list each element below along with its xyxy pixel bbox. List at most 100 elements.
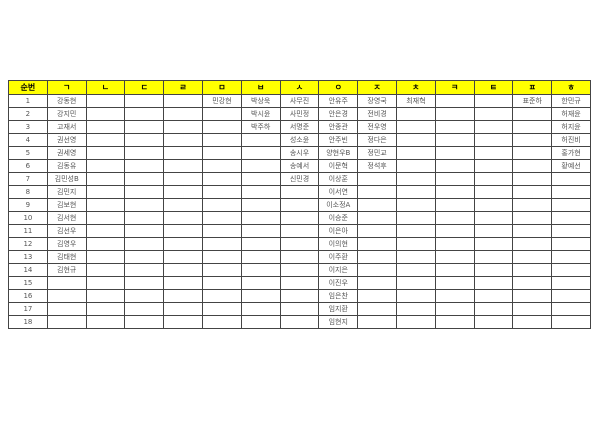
name-cell[interactable] <box>551 276 591 290</box>
name-cell[interactable] <box>473 159 514 173</box>
name-cell[interactable] <box>124 289 165 303</box>
name-cell[interactable] <box>163 224 203 238</box>
name-cell[interactable] <box>357 315 397 329</box>
name-cell[interactable] <box>201 224 242 238</box>
name-cell[interactable] <box>240 211 281 225</box>
name-cell[interactable] <box>512 263 553 277</box>
name-cell[interactable] <box>434 198 475 212</box>
name-cell[interactable] <box>357 237 397 251</box>
row-number-cell[interactable]: 7 <box>8 172 48 186</box>
name-cell[interactable] <box>85 263 126 277</box>
name-cell[interactable] <box>357 276 397 290</box>
name-cell[interactable] <box>512 172 553 186</box>
name-cell[interactable] <box>473 198 514 212</box>
name-cell[interactable]: 홍가현 <box>551 146 591 160</box>
name-cell[interactable] <box>473 120 514 134</box>
name-cell[interactable] <box>201 237 242 251</box>
name-cell[interactable] <box>279 276 320 290</box>
name-cell[interactable] <box>551 198 591 212</box>
name-cell[interactable]: 전우영 <box>357 120 397 134</box>
name-cell[interactable] <box>512 133 553 147</box>
row-number-cell[interactable]: 10 <box>8 211 48 225</box>
name-cell[interactable] <box>473 224 514 238</box>
name-cell[interactable]: 정민교 <box>357 146 397 160</box>
name-cell[interactable]: 장영국 <box>357 94 397 108</box>
name-cell[interactable] <box>163 120 203 134</box>
name-cell[interactable] <box>473 211 514 225</box>
name-cell[interactable] <box>201 198 242 212</box>
name-cell[interactable] <box>201 185 242 199</box>
name-cell[interactable]: 황예선 <box>551 159 591 173</box>
name-cell[interactable] <box>551 250 591 264</box>
name-cell[interactable] <box>395 263 436 277</box>
name-cell[interactable] <box>395 107 436 121</box>
name-cell[interactable] <box>395 211 436 225</box>
name-cell[interactable] <box>163 146 203 160</box>
name-cell[interactable] <box>124 224 165 238</box>
name-cell[interactable] <box>201 159 242 173</box>
name-cell[interactable] <box>434 289 475 303</box>
name-cell[interactable] <box>201 120 242 134</box>
name-cell[interactable] <box>201 211 242 225</box>
row-number-cell[interactable]: 18 <box>8 315 48 329</box>
name-cell[interactable] <box>85 237 126 251</box>
name-cell[interactable] <box>124 276 165 290</box>
name-cell[interactable] <box>434 146 475 160</box>
name-cell[interactable]: 김민지 <box>46 185 87 199</box>
name-cell[interactable]: 김민성B <box>46 172 87 186</box>
name-cell[interactable] <box>357 172 397 186</box>
row-number-cell[interactable]: 1 <box>8 94 48 108</box>
name-cell[interactable] <box>163 133 203 147</box>
name-cell[interactable]: 표준하 <box>512 94 553 108</box>
name-cell[interactable] <box>395 250 436 264</box>
name-cell[interactable] <box>512 185 553 199</box>
name-cell[interactable]: 안은경 <box>318 107 359 121</box>
name-cell[interactable] <box>551 172 591 186</box>
name-cell[interactable] <box>163 185 203 199</box>
name-cell[interactable] <box>85 211 126 225</box>
name-cell[interactable]: 박주하 <box>240 120 281 134</box>
name-cell[interactable] <box>240 133 281 147</box>
name-cell[interactable] <box>279 250 320 264</box>
name-cell[interactable] <box>163 237 203 251</box>
name-cell[interactable] <box>85 276 126 290</box>
name-cell[interactable] <box>279 198 320 212</box>
name-cell[interactable] <box>434 107 475 121</box>
name-cell[interactable] <box>240 237 281 251</box>
name-cell[interactable] <box>279 302 320 316</box>
name-cell[interactable] <box>240 198 281 212</box>
name-cell[interactable] <box>240 263 281 277</box>
name-cell[interactable]: 임지환 <box>318 302 359 316</box>
name-cell[interactable] <box>85 315 126 329</box>
name-cell[interactable] <box>395 224 436 238</box>
name-cell[interactable] <box>512 289 553 303</box>
name-cell[interactable] <box>551 224 591 238</box>
name-cell[interactable] <box>85 172 126 186</box>
name-cell[interactable] <box>395 133 436 147</box>
name-cell[interactable] <box>357 185 397 199</box>
name-cell[interactable] <box>124 198 165 212</box>
name-cell[interactable] <box>551 289 591 303</box>
name-cell[interactable] <box>201 315 242 329</box>
name-cell[interactable] <box>201 250 242 264</box>
name-cell[interactable] <box>473 263 514 277</box>
name-cell[interactable]: 최재혁 <box>395 94 436 108</box>
name-cell[interactable]: 김태현 <box>46 250 87 264</box>
name-cell[interactable] <box>512 198 553 212</box>
name-cell[interactable] <box>201 263 242 277</box>
name-cell[interactable] <box>124 146 165 160</box>
name-cell[interactable] <box>279 185 320 199</box>
name-cell[interactable] <box>395 289 436 303</box>
name-cell[interactable] <box>357 211 397 225</box>
name-cell[interactable] <box>201 276 242 290</box>
name-cell[interactable] <box>240 159 281 173</box>
name-cell[interactable]: 고재서 <box>46 120 87 134</box>
name-cell[interactable]: 안종관 <box>318 120 359 134</box>
name-cell[interactable] <box>551 211 591 225</box>
name-cell[interactable] <box>124 133 165 147</box>
name-cell[interactable]: 김서현 <box>46 211 87 225</box>
name-cell[interactable] <box>473 185 514 199</box>
name-cell[interactable]: 정다은 <box>357 133 397 147</box>
name-cell[interactable] <box>201 172 242 186</box>
name-cell[interactable] <box>85 107 126 121</box>
